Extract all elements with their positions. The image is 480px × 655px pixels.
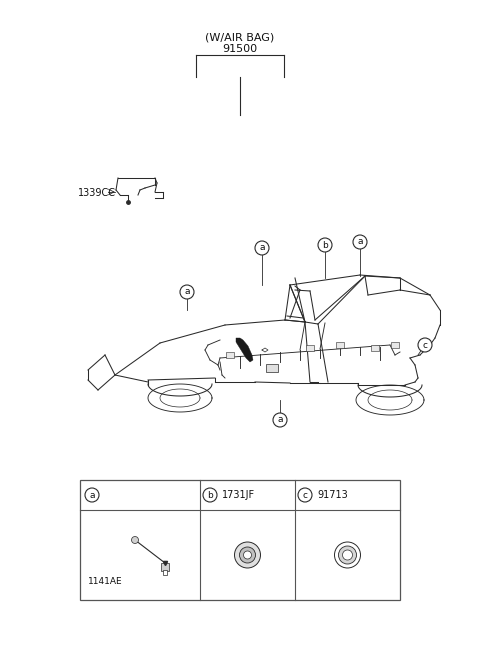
Circle shape [273, 413, 287, 427]
Text: a: a [357, 238, 363, 246]
Bar [371, 345, 379, 351]
Circle shape [85, 488, 99, 502]
Circle shape [243, 551, 252, 559]
Text: 1731JF: 1731JF [222, 490, 255, 500]
Bar [336, 342, 344, 348]
Polygon shape [236, 338, 253, 362]
Text: 91500: 91500 [222, 44, 258, 54]
Text: b: b [207, 491, 213, 500]
Circle shape [318, 238, 332, 252]
Circle shape [240, 547, 255, 563]
Bar [306, 345, 314, 351]
Text: (W/AIR BAG): (W/AIR BAG) [205, 33, 275, 43]
Bar [391, 342, 399, 348]
Bar [80, 480, 400, 600]
Text: a: a [259, 244, 265, 252]
Circle shape [298, 488, 312, 502]
Bar [161, 563, 169, 571]
Bar [266, 364, 278, 372]
Circle shape [338, 546, 357, 564]
Text: a: a [277, 415, 283, 424]
Bar [226, 352, 234, 358]
Circle shape [353, 235, 367, 249]
Circle shape [335, 542, 360, 568]
Circle shape [180, 285, 194, 299]
Bar [163, 570, 167, 575]
Circle shape [132, 536, 139, 544]
Circle shape [203, 488, 217, 502]
Circle shape [235, 542, 261, 568]
Circle shape [343, 550, 352, 560]
Text: 1339CC: 1339CC [78, 188, 116, 198]
Text: b: b [322, 240, 328, 250]
Text: a: a [89, 491, 95, 500]
Text: 91713: 91713 [317, 490, 348, 500]
Text: a: a [184, 288, 190, 297]
Text: c: c [422, 341, 428, 350]
Circle shape [255, 241, 269, 255]
Text: 1141AE: 1141AE [88, 578, 122, 586]
Text: c: c [302, 491, 308, 500]
Circle shape [418, 338, 432, 352]
